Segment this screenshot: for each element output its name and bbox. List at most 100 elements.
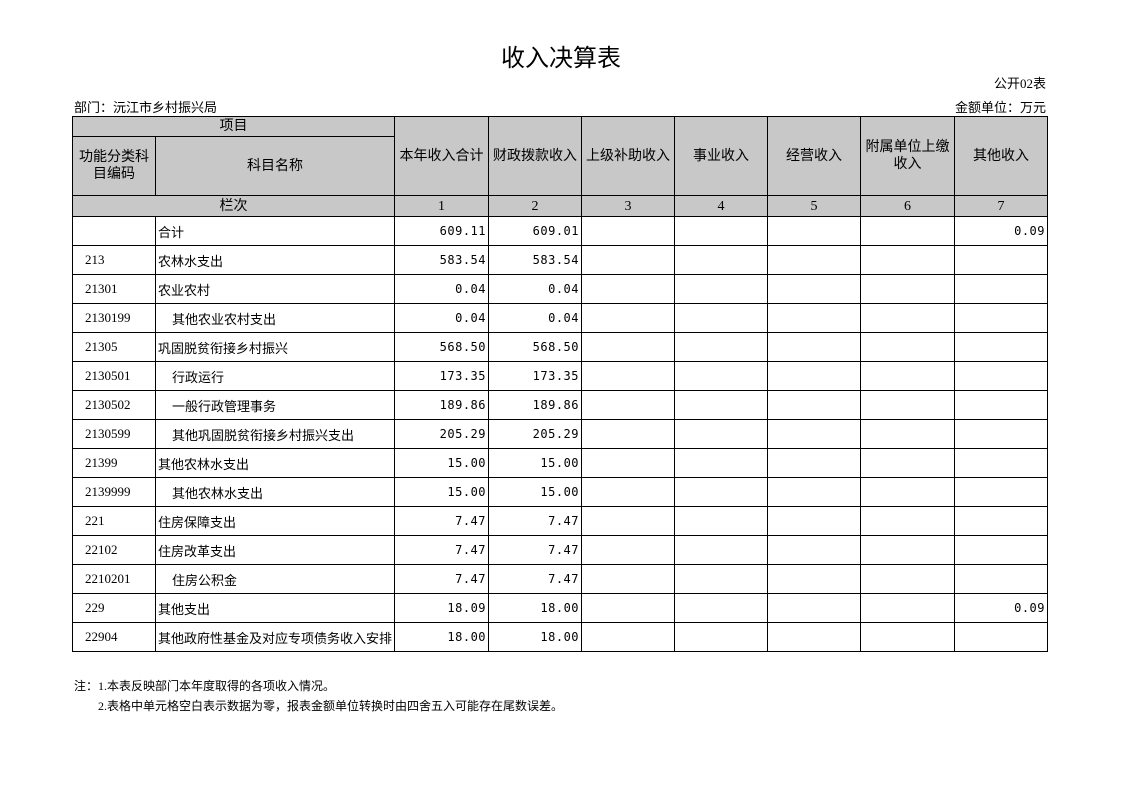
value-cell xyxy=(954,622,1049,652)
code-cell: 22102 xyxy=(72,535,156,565)
value-cell xyxy=(581,448,676,478)
value-cell xyxy=(581,303,676,333)
code-cell: 2130502 xyxy=(72,390,156,420)
value-cell xyxy=(674,361,769,391)
value-cell xyxy=(581,332,676,362)
value-cell xyxy=(581,477,676,507)
value-cell: 7.47 xyxy=(488,506,583,536)
value-cell xyxy=(674,216,769,246)
name-cell: 住房保障支出 xyxy=(154,506,396,536)
value-cell xyxy=(860,448,956,478)
value-cell xyxy=(954,390,1049,420)
value-cell xyxy=(860,332,956,362)
header-row: 项目 本年收入合计 财政拨款收入 上级补助收入 事业收入 经营收入 附属单位上缴收入 其他收入 xyxy=(71,116,1049,196)
value-cell xyxy=(767,390,862,420)
value-cell xyxy=(581,419,676,449)
code-cell: 2139999 xyxy=(72,477,156,507)
value-cell: 15.00 xyxy=(488,477,583,507)
value-cell xyxy=(767,506,862,536)
value-cell xyxy=(767,622,862,652)
name-cell: 其他政府性基金及对应专项债务收入安排 xyxy=(154,622,396,652)
note: 注：1.本表反映部门本年度取得的各项收入情况。 xyxy=(74,679,336,693)
name-cell: 农林水支出 xyxy=(154,245,396,275)
value-cell: 7.47 xyxy=(394,506,490,536)
group-header: 项目 xyxy=(71,116,396,137)
value-cell xyxy=(581,535,676,565)
value-cell: 583.54 xyxy=(488,245,583,275)
value-cell xyxy=(954,419,1049,449)
value-cell xyxy=(581,593,676,623)
name-cell: 其他农林水支出 xyxy=(154,448,396,478)
value-cell xyxy=(674,419,769,449)
value-cell xyxy=(860,535,956,565)
value-cell: 609.01 xyxy=(488,216,583,246)
value-cell xyxy=(767,361,862,391)
code-cell: 229 xyxy=(72,593,156,623)
value-cell xyxy=(674,506,769,536)
value-cell xyxy=(674,593,769,623)
value-cell xyxy=(767,332,862,362)
data-row: 21305 巩固脱贫衔接乡村振兴 568.50 568.50 xyxy=(72,332,1049,362)
value-cell xyxy=(954,332,1049,362)
value-cell: 7.47 xyxy=(488,564,583,594)
data-row: 221 住房保障支出 7.47 7.47 xyxy=(72,506,1049,536)
data-row: 21301 农业农村 0.04 0.04 xyxy=(72,274,1049,304)
value-cell xyxy=(674,622,769,652)
value-cell: 15.00 xyxy=(394,448,490,478)
value-cell xyxy=(767,593,862,623)
value-cell xyxy=(767,274,862,304)
value-cell: 173.35 xyxy=(488,361,583,391)
column-header: 事业收入 xyxy=(674,116,769,196)
code-cell: 221 xyxy=(72,506,156,536)
value-cell xyxy=(860,303,956,333)
value-cell xyxy=(860,622,956,652)
value-cell: 18.00 xyxy=(488,593,583,623)
form-number: 公开02表 xyxy=(993,76,1046,91)
value-cell xyxy=(581,216,676,246)
value-cell xyxy=(860,419,956,449)
value-cell xyxy=(860,506,956,536)
value-cell xyxy=(954,303,1049,333)
name-cell: 其他农林水支出 xyxy=(154,477,396,507)
data-row: 2139999 其他农林水支出 15.00 15.00 xyxy=(72,477,1049,507)
notes: 注：1.本表反映部门本年度取得的各项收入情况。 2.表格中单元格空白表示数据为零，… xyxy=(74,676,563,716)
column-header: 本年收入合计 xyxy=(394,116,490,196)
value-cell xyxy=(954,506,1049,536)
value-cell: 0.04 xyxy=(394,303,490,333)
value-cell: 7.47 xyxy=(394,535,490,565)
column-number: 2 xyxy=(488,195,583,217)
value-cell xyxy=(954,361,1049,391)
income-table: 项目 本年收入合计 财政拨款收入 上级补助收入 事业收入 经营收入 附属单位上缴收入 其他收入… xyxy=(71,116,1049,652)
value-cell xyxy=(767,448,862,478)
value-cell: 568.50 xyxy=(488,332,583,362)
value-cell: 189.86 xyxy=(488,390,583,420)
department: 部门：沅江市乡村振兴局 xyxy=(74,100,218,115)
data-row: 229 其他支出 18.09 18.00 0.09 xyxy=(72,593,1049,623)
code-cell: 21399 xyxy=(72,448,156,478)
column-header: 上级补助收入 xyxy=(581,116,676,196)
value-cell xyxy=(581,622,676,652)
value-cell: 7.47 xyxy=(394,564,490,594)
name-cell: 其他农业农村支出 xyxy=(154,303,396,333)
value-cell xyxy=(674,303,769,333)
value-cell xyxy=(954,477,1049,507)
name-cell: 其他支出 xyxy=(154,593,396,623)
code-cell: 21301 xyxy=(72,274,156,304)
header-row: 功能分类科目编码 科目名称 xyxy=(72,136,1048,196)
data-row: 213 农林水支出 583.54 583.54 xyxy=(72,245,1049,275)
code-cell: 2130199 xyxy=(72,303,156,333)
value-cell xyxy=(581,506,676,536)
value-cell xyxy=(674,274,769,304)
name-cell: 住房改革支出 xyxy=(154,535,396,565)
code-cell: 213 xyxy=(72,245,156,275)
data-row: 22102 住房改革支出 7.47 7.47 xyxy=(72,535,1049,565)
data-row: 2130199 其他农业农村支出 0.04 0.04 xyxy=(72,303,1049,333)
column-header: 附属单位上缴收入 xyxy=(860,116,956,196)
value-cell: 189.86 xyxy=(394,390,490,420)
column-header: 其他收入 xyxy=(954,116,1049,196)
value-cell: 609.11 xyxy=(394,216,490,246)
column-header: 财政拨款收入 xyxy=(488,116,583,196)
value-cell xyxy=(767,477,862,507)
value-cell xyxy=(767,535,862,565)
